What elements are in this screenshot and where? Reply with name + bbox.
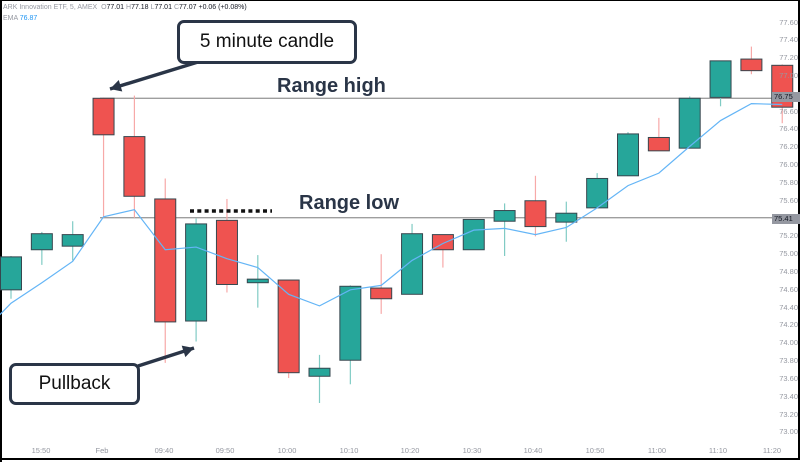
candle-body	[555, 212, 578, 223]
price-tick: 75.80	[779, 177, 798, 187]
candle-body	[370, 287, 393, 300]
ema-line	[0, 103, 783, 316]
time-tick: 09:50	[215, 446, 235, 455]
candle-body	[123, 136, 146, 197]
time-tick: 11:00	[647, 446, 667, 455]
candle-body	[154, 198, 177, 323]
ema-value: 76.87	[19, 15, 38, 22]
five-minute-candle-callout: 5 minute candle	[177, 20, 357, 64]
price-tick: 74.20	[779, 320, 798, 330]
price-tick: 73.80	[779, 356, 798, 366]
candle-body	[277, 279, 300, 374]
price-tick: 74.40	[779, 302, 798, 312]
price-tick: 76.40	[779, 124, 798, 134]
candle-body	[709, 60, 732, 98]
candle-body	[401, 233, 424, 295]
price-tick: 74.00	[779, 338, 798, 348]
price-tick: 74.60	[779, 284, 798, 294]
candle-body	[617, 133, 639, 177]
candle-body	[493, 210, 516, 222]
range-low-label: Range low	[299, 192, 400, 214]
time-tick: 10:40	[523, 446, 543, 455]
candle-body	[308, 367, 331, 377]
low-value: 77.01	[154, 4, 172, 11]
time-tick: 11:10	[708, 446, 728, 455]
candle-body	[339, 285, 362, 361]
price-tick: 74.80	[779, 267, 798, 277]
time-tick: 15:50	[31, 446, 51, 455]
time-tick: 10:20	[400, 446, 420, 455]
time-tick: 10:00	[277, 446, 297, 455]
price-tick: 73.00	[779, 427, 798, 437]
price-tick: 75.20	[779, 231, 798, 241]
range-high-price-tag: 76.75	[772, 92, 800, 102]
time-tick: 10:10	[339, 446, 359, 455]
price-tick: 73.60	[779, 373, 798, 383]
price-tick: 77.00	[779, 71, 798, 80]
pullback-callout-arrow-head	[181, 345, 194, 358]
open-value: 77.01	[106, 4, 125, 11]
time-tick: 10:50	[585, 446, 605, 455]
chart-left-border	[0, 0, 2, 462]
price-tick: 73.40	[779, 391, 798, 401]
price-tick: 77.40	[779, 35, 798, 45]
ema-line-legend: EMA 76.87	[3, 13, 247, 24]
candle-body	[678, 97, 701, 149]
candle-body	[185, 223, 208, 322]
candle-body	[647, 136, 670, 152]
candle-body	[0, 256, 22, 291]
candle-body	[246, 278, 269, 284]
time-tick: Feb	[95, 446, 109, 455]
price-tick: 73.20	[779, 409, 798, 419]
candle-body	[740, 58, 763, 72]
candle-body	[524, 200, 547, 228]
candle-body	[215, 219, 238, 285]
price-tick: 76.60	[779, 106, 798, 116]
candle-callout-arrow	[109, 60, 199, 91]
ohlc-line: ARK Innovation ETF, 5, AMEX O77.01 H77.1…	[3, 4, 247, 11]
candle-body	[61, 234, 84, 247]
pullback-callout: Pullback	[9, 363, 140, 405]
change-value: +0.06 (+0.08%)	[198, 4, 247, 11]
symbol-title: ARK Innovation ETF, 5, AMEX	[3, 4, 98, 11]
time-tick: 09:40	[154, 446, 174, 455]
high-value: 77.18	[131, 4, 149, 11]
range-low-price-tag: 75.41	[772, 214, 800, 224]
price-tick: 77.20	[779, 53, 798, 63]
time-tick: 10:30	[462, 446, 482, 455]
price-tick: 76.00	[779, 160, 798, 170]
price-tick: 76.20	[779, 142, 798, 152]
price-tick: 75.00	[779, 249, 798, 259]
range-high-label: Range high	[277, 75, 386, 97]
candle-callout-arrow-head	[110, 80, 123, 92]
candle-body	[92, 97, 115, 136]
time-tick: 11:20	[762, 446, 782, 455]
candle-body	[30, 233, 53, 251]
candle-body	[586, 177, 609, 209]
candle-body	[462, 218, 485, 251]
price-tick: 75.60	[779, 195, 798, 205]
ema-label: EMA	[3, 15, 18, 22]
legend: ARK Innovation ETF, 5, AMEX O77.01 H77.1…	[3, 2, 247, 24]
price-tick: 77.60	[779, 17, 798, 27]
close-value: 77.07	[179, 4, 197, 11]
